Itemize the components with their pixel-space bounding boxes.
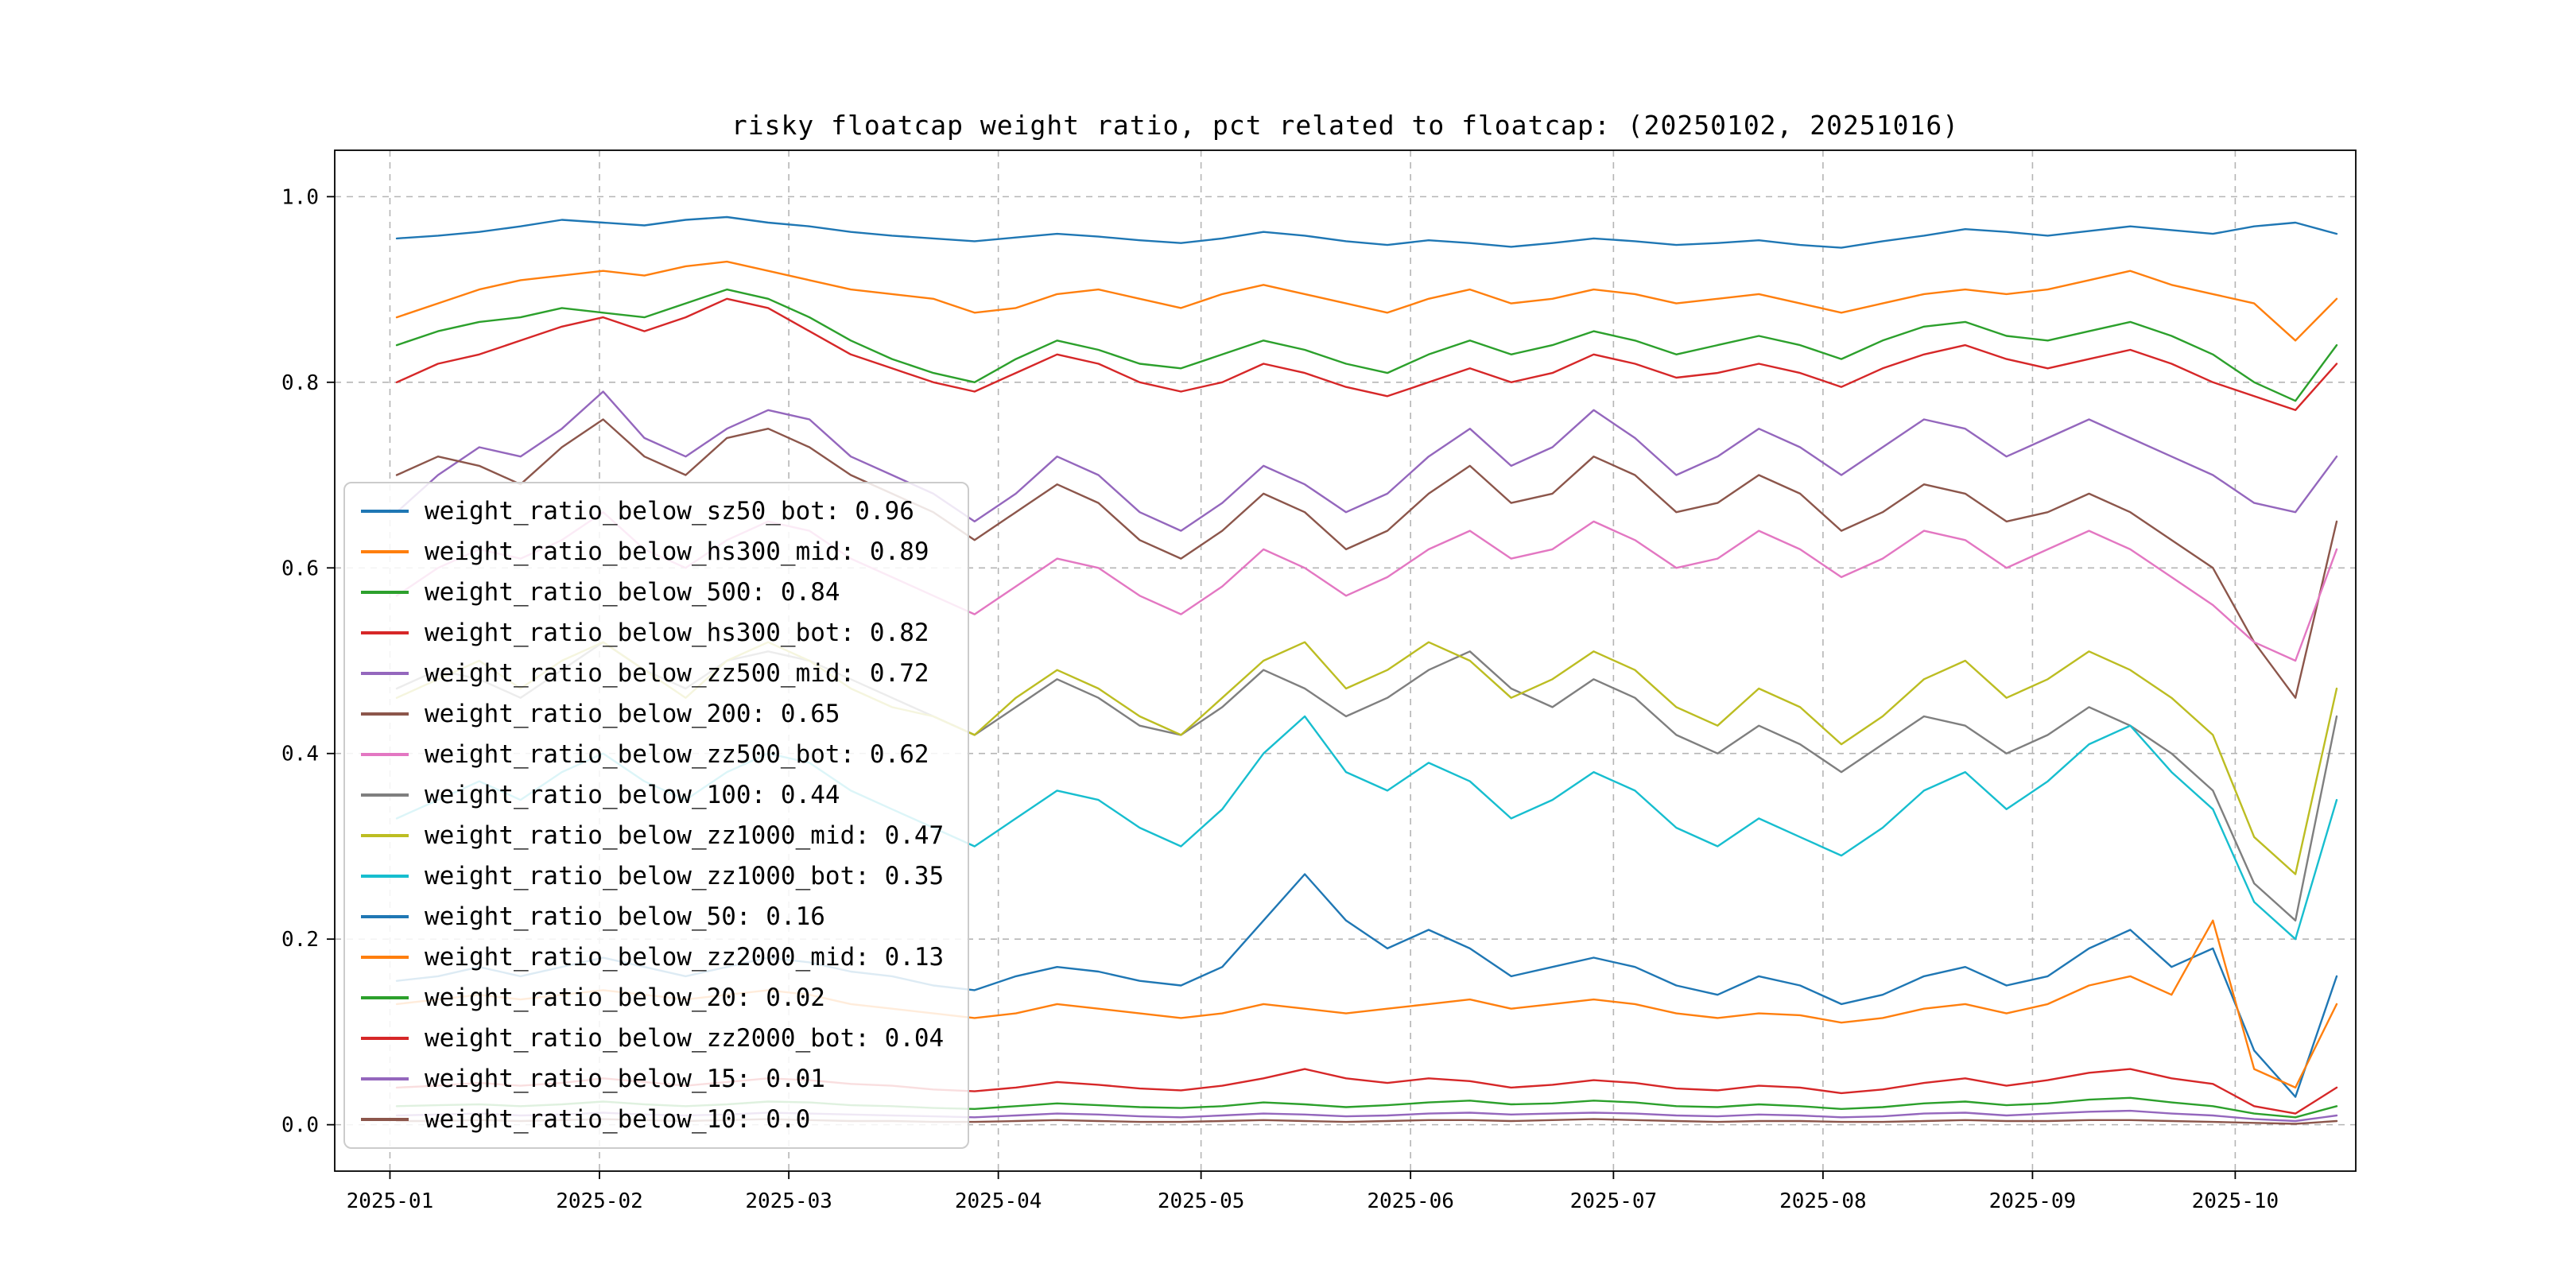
y-tick-label: 1.0 xyxy=(281,185,319,209)
legend-item-label: weight_ratio_below_zz1000_mid: 0.47 xyxy=(425,821,945,850)
legend-item: weight_ratio_below_zz500_mid: 0.72 xyxy=(361,658,944,689)
legend-swatch-weight_ratio_below_200 xyxy=(361,712,409,716)
legend-item: weight_ratio_below_zz1000_mid: 0.47 xyxy=(361,821,944,851)
legend-item: weight_ratio_below_15: 0.01 xyxy=(361,1064,944,1094)
x-tick-label: 2025-04 xyxy=(955,1189,1042,1213)
x-tick-label: 2025-06 xyxy=(1367,1189,1454,1213)
legend-item-label: weight_ratio_below_zz2000_bot: 0.04 xyxy=(425,1024,945,1053)
series-line-weight_ratio_below_200 xyxy=(395,418,2338,699)
legend-item: weight_ratio_below_20: 0.02 xyxy=(361,983,944,1013)
x-tick-label: 2025-02 xyxy=(556,1189,643,1213)
legend-item-label: weight_ratio_below_15: 0.01 xyxy=(425,1065,825,1093)
legend-item-label: weight_ratio_below_200: 0.65 xyxy=(425,700,840,728)
legend-swatch-weight_ratio_below_zz500_bot xyxy=(361,753,409,756)
legend-item-label: weight_ratio_below_500: 0.84 xyxy=(425,578,840,607)
legend-item-label: weight_ratio_below_hs300_mid: 0.89 xyxy=(425,537,929,566)
legend-item: weight_ratio_below_zz1000_bot: 0.35 xyxy=(361,861,944,891)
x-tick-label: 2025-01 xyxy=(347,1189,434,1213)
y-tick-label: 0.4 xyxy=(281,743,319,766)
legend-swatch-weight_ratio_below_zz2000_mid xyxy=(361,956,409,959)
legend-item: weight_ratio_below_zz2000_bot: 0.04 xyxy=(361,1023,944,1053)
legend-item: weight_ratio_below_10: 0.0 xyxy=(361,1104,944,1135)
legend-swatch-weight_ratio_below_15 xyxy=(361,1077,409,1080)
legend-swatch-weight_ratio_below_10 xyxy=(361,1118,409,1121)
legend: weight_ratio_below_sz50_bot: 0.96 weight_… xyxy=(343,482,970,1149)
legend-item-label: weight_ratio_below_zz500_mid: 0.72 xyxy=(425,659,929,688)
series-line-weight_ratio_below_sz50_bot xyxy=(395,215,2338,249)
legend-item-label: weight_ratio_below_zz2000_mid: 0.13 xyxy=(425,943,945,972)
x-tick-label: 2025-07 xyxy=(1570,1189,1658,1213)
legend-swatch-weight_ratio_below_zz500_mid xyxy=(361,672,409,675)
legend-item-label: weight_ratio_below_20: 0.02 xyxy=(425,983,825,1012)
y-tick-label: 0.8 xyxy=(281,371,319,395)
x-tick-label: 2025-08 xyxy=(1779,1189,1867,1213)
legend-item-label: weight_ratio_below_50: 0.16 xyxy=(425,902,825,931)
x-tick-label: 2025-03 xyxy=(745,1189,832,1213)
legend-item-label: weight_ratio_below_zz500_bot: 0.62 xyxy=(425,740,929,769)
legend-item: weight_ratio_below_sz50_bot: 0.96 xyxy=(361,496,944,526)
ticks-layer: 0.0 0.2 0.4 0.6 0.8 1.0 2025-01 2025-02 2025-03 2… xyxy=(281,185,2279,1213)
y-tick-label: 0.0 xyxy=(281,1114,319,1138)
legend-item-label: weight_ratio_below_zz1000_bot: 0.35 xyxy=(425,862,945,890)
x-tick-label: 2025-05 xyxy=(1158,1189,1245,1213)
series-line-weight_ratio_below_hs300_bot xyxy=(395,297,2338,411)
x-tick-label: 2025-09 xyxy=(1989,1189,2077,1213)
legend-swatch-weight_ratio_below_100 xyxy=(361,793,409,797)
legend-item: weight_ratio_below_200: 0.65 xyxy=(361,699,944,729)
chart-title: risky floatcap weight ratio, pct related… xyxy=(731,110,1960,141)
legend-item: weight_ratio_below_50: 0.16 xyxy=(361,902,944,932)
y-tick-label: 0.6 xyxy=(281,557,319,580)
legend-item: weight_ratio_below_hs300_mid: 0.89 xyxy=(361,537,944,567)
legend-item-label: weight_ratio_below_sz50_bot: 0.96 xyxy=(425,497,914,526)
legend-swatch-weight_ratio_below_sz50_bot xyxy=(361,510,409,513)
legend-item: weight_ratio_below_zz2000_mid: 0.13 xyxy=(361,942,944,972)
legend-item: weight_ratio_below_hs300_bot: 0.82 xyxy=(361,618,944,648)
legend-swatch-weight_ratio_below_zz2000_bot xyxy=(361,1037,409,1040)
legend-item: weight_ratio_below_500: 0.84 xyxy=(361,577,944,607)
legend-swatch-weight_ratio_below_zz1000_bot xyxy=(361,875,409,878)
legend-swatch-weight_ratio_below_500 xyxy=(361,591,409,594)
legend-swatch-weight_ratio_below_hs300_bot xyxy=(361,631,409,634)
series-line-weight_ratio_below_zz500_mid xyxy=(395,390,2338,532)
axes-layer xyxy=(334,149,2357,1172)
series-line-weight_ratio_below_hs300_mid xyxy=(395,260,2338,342)
legend-item-label: weight_ratio_below_10: 0.0 xyxy=(425,1105,811,1134)
legend-swatch-weight_ratio_below_hs300_mid xyxy=(361,550,409,553)
legend-item: weight_ratio_below_100: 0.44 xyxy=(361,780,944,810)
legend-swatch-weight_ratio_below_zz1000_mid xyxy=(361,834,409,837)
legend-item-label: weight_ratio_below_hs300_bot: 0.82 xyxy=(425,619,929,647)
legend-item: weight_ratio_below_zz500_bot: 0.62 xyxy=(361,739,944,770)
axes-frame xyxy=(334,149,2357,1172)
series-line-weight_ratio_below_500 xyxy=(395,288,2338,402)
x-tick-label: 2025-10 xyxy=(2192,1189,2279,1213)
legend-swatch-weight_ratio_below_20 xyxy=(361,996,409,999)
y-tick-label: 0.2 xyxy=(281,928,319,952)
legend-swatch-weight_ratio_below_50 xyxy=(361,915,409,918)
legend-item-label: weight_ratio_below_100: 0.44 xyxy=(425,781,840,809)
